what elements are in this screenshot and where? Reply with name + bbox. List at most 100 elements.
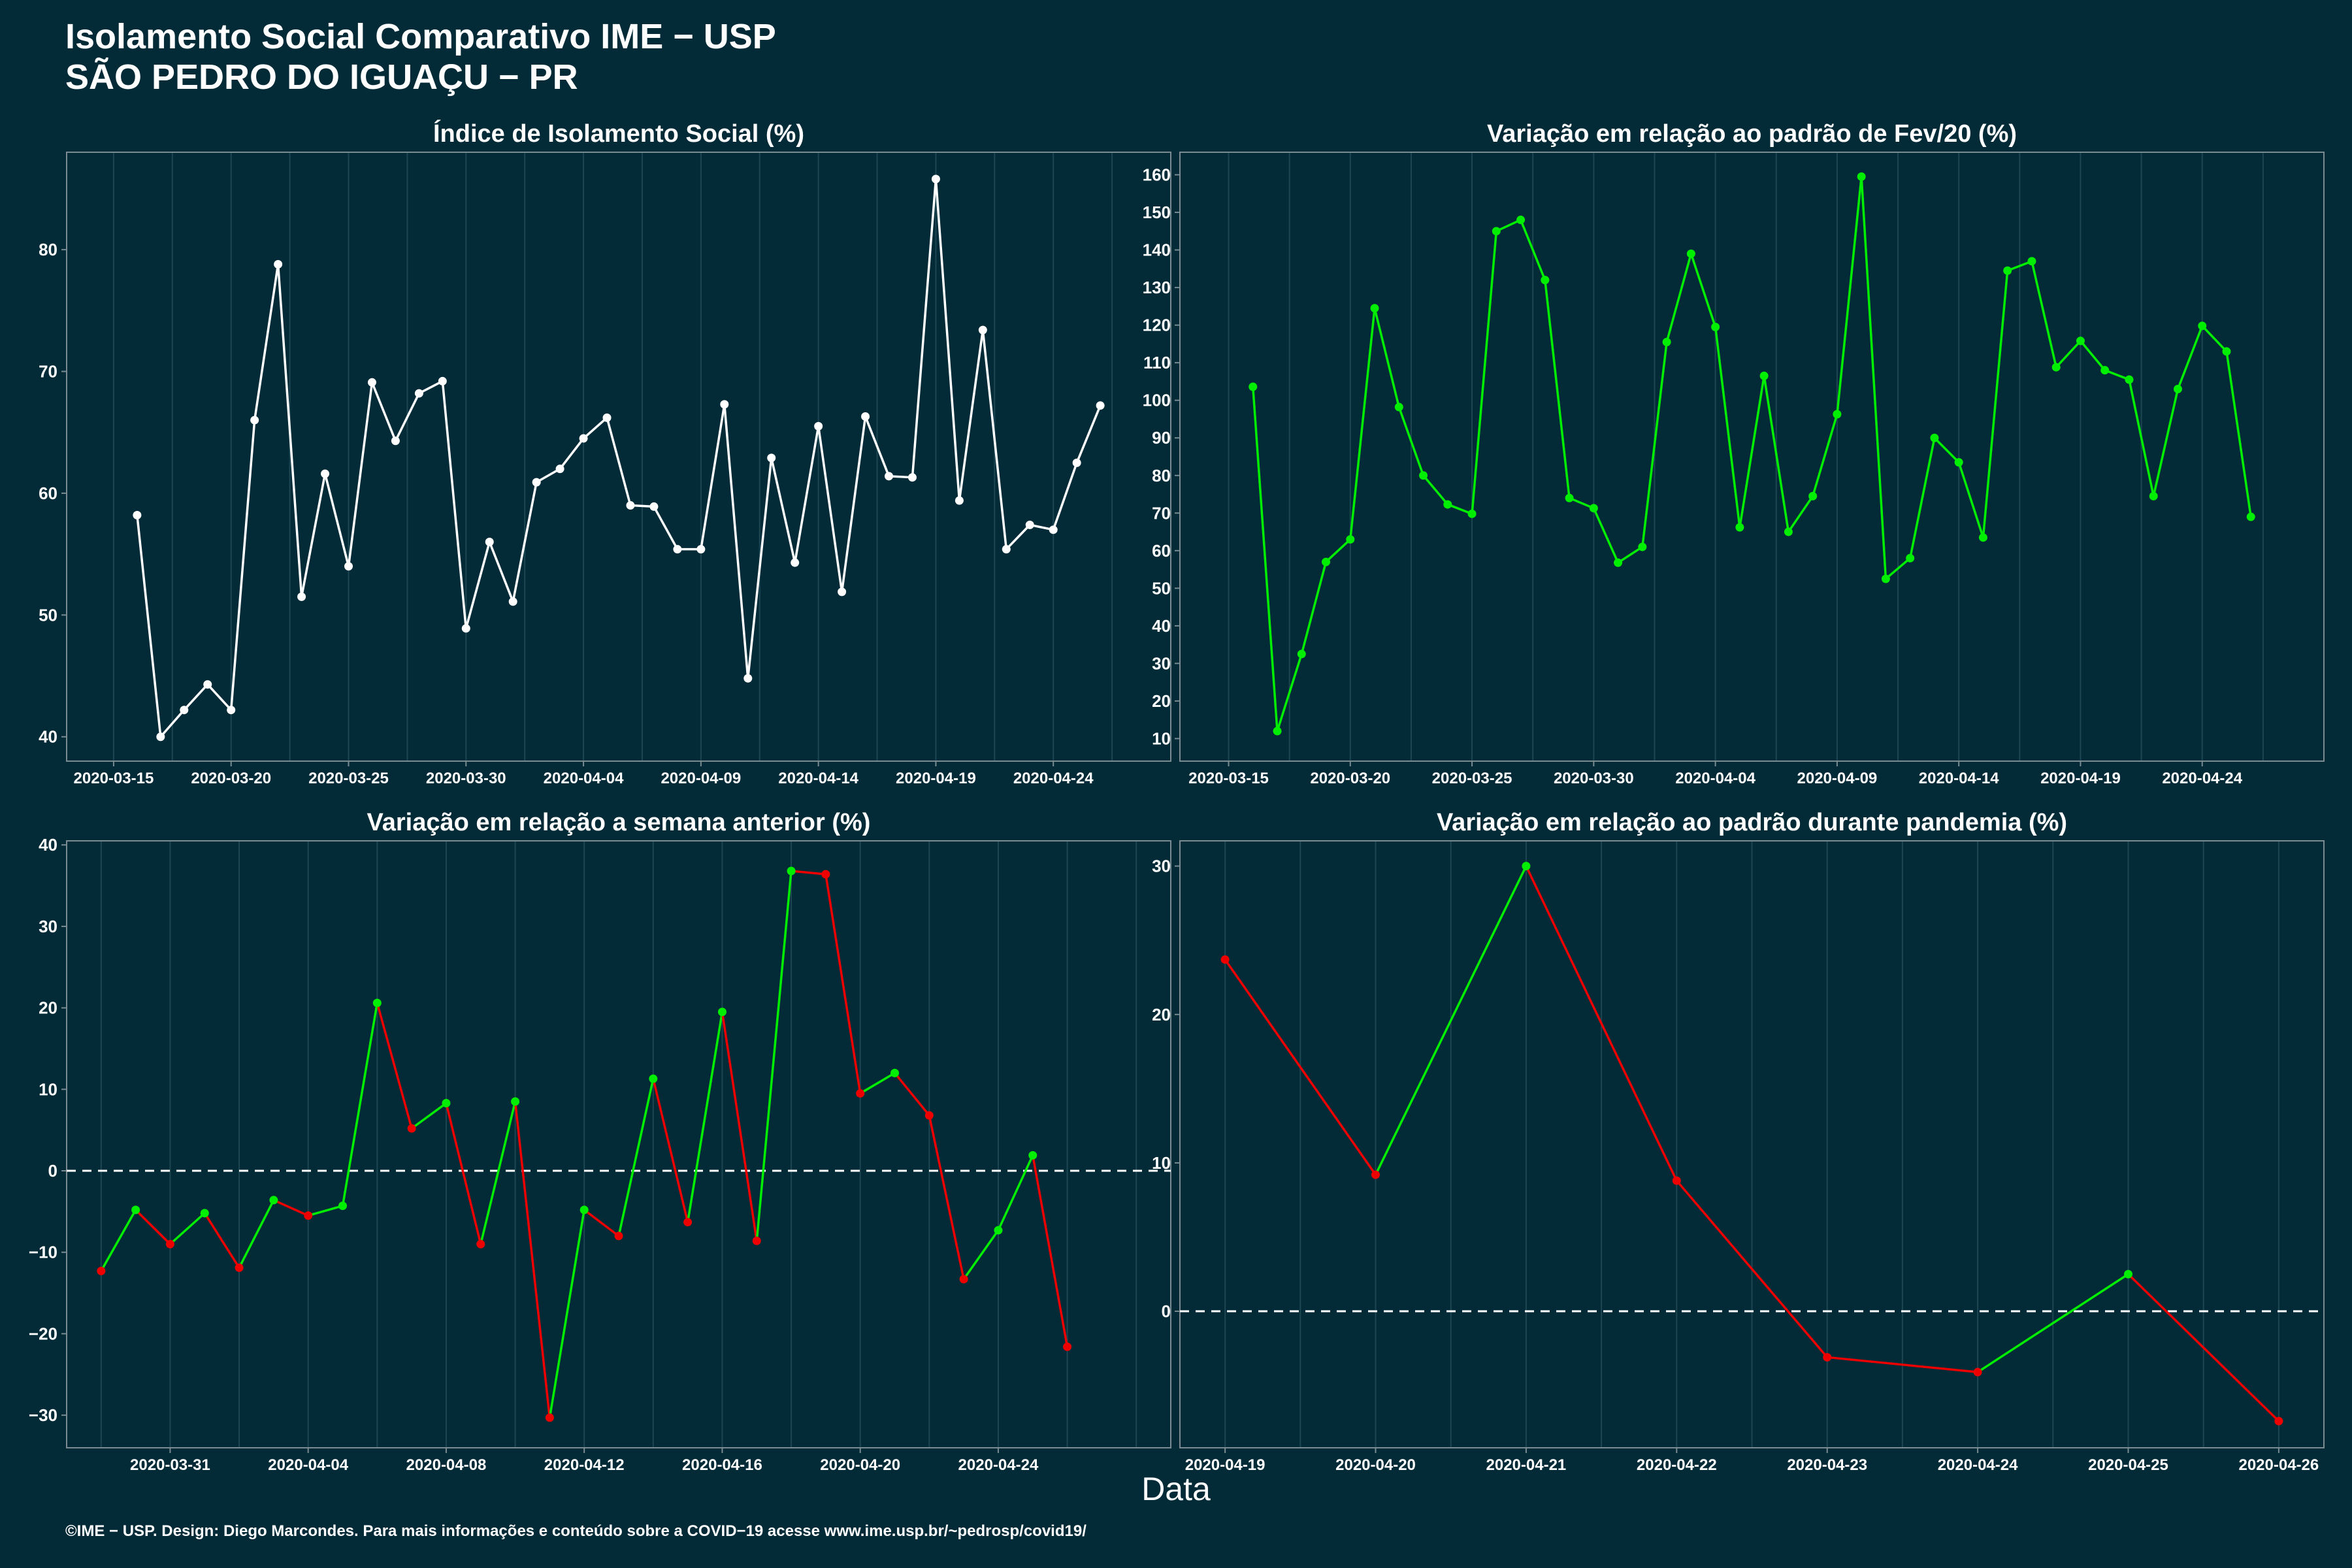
x-tick-label: 2020-04-20 xyxy=(820,1456,900,1474)
data-point-fev20 xyxy=(1249,382,1258,391)
x-tick-label: 2020-04-04 xyxy=(544,770,624,787)
series-segment-isolamento xyxy=(300,473,327,597)
series-segment-isolamento xyxy=(229,419,256,710)
data-point-fev20 xyxy=(1273,727,1282,736)
data-point-semana xyxy=(752,1236,761,1245)
data-point-fev20 xyxy=(1881,574,1890,583)
series-segment-fev20 xyxy=(2176,325,2204,390)
x-tick-label: 2020-04-19 xyxy=(1185,1456,1266,1474)
data-point-fev20 xyxy=(2125,375,2134,384)
data-point-fev20 xyxy=(1906,553,1915,563)
y-tick-label: 20 xyxy=(1152,1005,1171,1024)
data-point-pandemia xyxy=(2123,1269,2132,1279)
data-point-isolamento xyxy=(767,453,776,463)
x-tick-label: 2020-04-09 xyxy=(1797,770,1878,787)
data-point-fev20 xyxy=(2173,384,2182,393)
series-segment-isolamento xyxy=(1052,462,1078,531)
series-segment-fev20 xyxy=(1325,538,1351,563)
data-point-semana xyxy=(856,1089,865,1098)
x-tick-label: 2020-03-20 xyxy=(191,770,271,787)
data-point-pandemia xyxy=(1672,1176,1681,1185)
series-segment-fev20 xyxy=(2007,260,2033,272)
data-point-fev20 xyxy=(1541,276,1550,285)
y-tick-label: 40 xyxy=(1152,616,1171,636)
data-point-semana xyxy=(476,1239,485,1249)
data-point-isolamento xyxy=(696,545,706,554)
y-tick-label: 20 xyxy=(39,998,57,1018)
y-tick-label: 110 xyxy=(1143,353,1171,372)
series-segment-pandemia xyxy=(1977,1273,2129,1373)
series-segment-isolamento xyxy=(1075,405,1102,463)
data-point-fev20 xyxy=(1322,557,1331,566)
data-point-fev20 xyxy=(1467,509,1477,518)
y-tick-label: 20 xyxy=(1152,691,1171,711)
series-segment-isolamento xyxy=(793,426,820,563)
series-segment-isolamento xyxy=(394,393,420,442)
series-segment-semana xyxy=(376,1002,413,1129)
series-segment-semana xyxy=(721,1011,758,1241)
data-point-fev20 xyxy=(1784,527,1793,536)
data-point-isolamento xyxy=(180,706,189,715)
data-point-isolamento xyxy=(602,413,612,422)
panel-title-isolamento: Índice de Isolamento Social (%) xyxy=(433,119,804,148)
series-segment-fev20 xyxy=(1592,508,1620,563)
series-segment-fev20 xyxy=(1787,495,1814,533)
data-point-semana xyxy=(372,998,382,1007)
data-point-pandemia xyxy=(2274,1416,2283,1426)
series-segment-fev20 xyxy=(1519,219,1546,281)
data-point-isolamento xyxy=(955,496,964,505)
y-tick-label: 40 xyxy=(39,727,57,747)
x-tick-label: 2020-04-19 xyxy=(2040,770,2121,787)
x-tick-label: 2020-04-12 xyxy=(544,1456,625,1474)
data-point-semana xyxy=(959,1275,968,1284)
series-segment-semana xyxy=(997,1154,1034,1231)
series-segment-semana xyxy=(135,1209,171,1245)
data-point-semana xyxy=(890,1068,899,1077)
data-point-fev20 xyxy=(1978,533,1987,542)
data-point-fev20 xyxy=(2149,491,2158,500)
data-point-fev20 xyxy=(2076,336,2085,346)
data-point-semana xyxy=(787,866,796,875)
data-point-fev20 xyxy=(1954,458,1963,467)
data-point-semana xyxy=(442,1099,451,1108)
series-segment-semana xyxy=(100,1209,137,1272)
data-point-fev20 xyxy=(1930,433,1939,442)
series-segment-semana xyxy=(548,1209,585,1418)
series-segment-isolamento xyxy=(559,437,585,470)
y-tick-label: 160 xyxy=(1143,165,1171,185)
panel-title-pandemia: Variação em relação ao padrão durante pa… xyxy=(1437,809,2067,836)
series-segment-isolamento xyxy=(536,468,561,483)
series-segment-isolamento xyxy=(1005,524,1031,550)
data-point-fev20 xyxy=(1662,338,1671,347)
y-tick-label: 10 xyxy=(1152,1153,1171,1173)
series-segment-pandemia xyxy=(1374,865,1527,1175)
y-tick-label: 50 xyxy=(39,605,57,625)
data-point-fev20 xyxy=(1565,493,1574,502)
series-segment-isolamento xyxy=(441,381,468,629)
data-point-isolamento xyxy=(227,706,236,715)
y-tick-label: 0 xyxy=(1162,1301,1171,1321)
data-point-pandemia xyxy=(1522,862,1531,871)
series-segment-isolamento xyxy=(183,683,209,711)
data-point-isolamento xyxy=(907,473,917,482)
series-segment-isolamento xyxy=(582,417,608,440)
data-point-semana xyxy=(511,1097,520,1106)
data-point-fev20 xyxy=(1297,649,1306,659)
series-segment-isolamento xyxy=(159,709,186,738)
panel-title-semana: Variação em relação a semana anterior (%… xyxy=(367,809,871,836)
x-tick-label: 2020-03-20 xyxy=(1310,770,1390,787)
x-tick-label: 2020-04-04 xyxy=(1675,770,1756,787)
series-segment-fev20 xyxy=(1373,308,1400,408)
data-point-semana xyxy=(614,1232,623,1241)
data-point-isolamento xyxy=(626,501,635,510)
data-point-isolamento xyxy=(1096,401,1105,410)
y-tick-label: 150 xyxy=(1143,203,1171,222)
series-segment-isolamento xyxy=(136,515,162,737)
series-segment-semana xyxy=(686,1011,724,1222)
series-segment-semana xyxy=(791,870,826,875)
data-point-isolamento xyxy=(673,545,682,554)
data-point-semana xyxy=(580,1205,589,1215)
series-segment-semana xyxy=(411,1102,447,1130)
